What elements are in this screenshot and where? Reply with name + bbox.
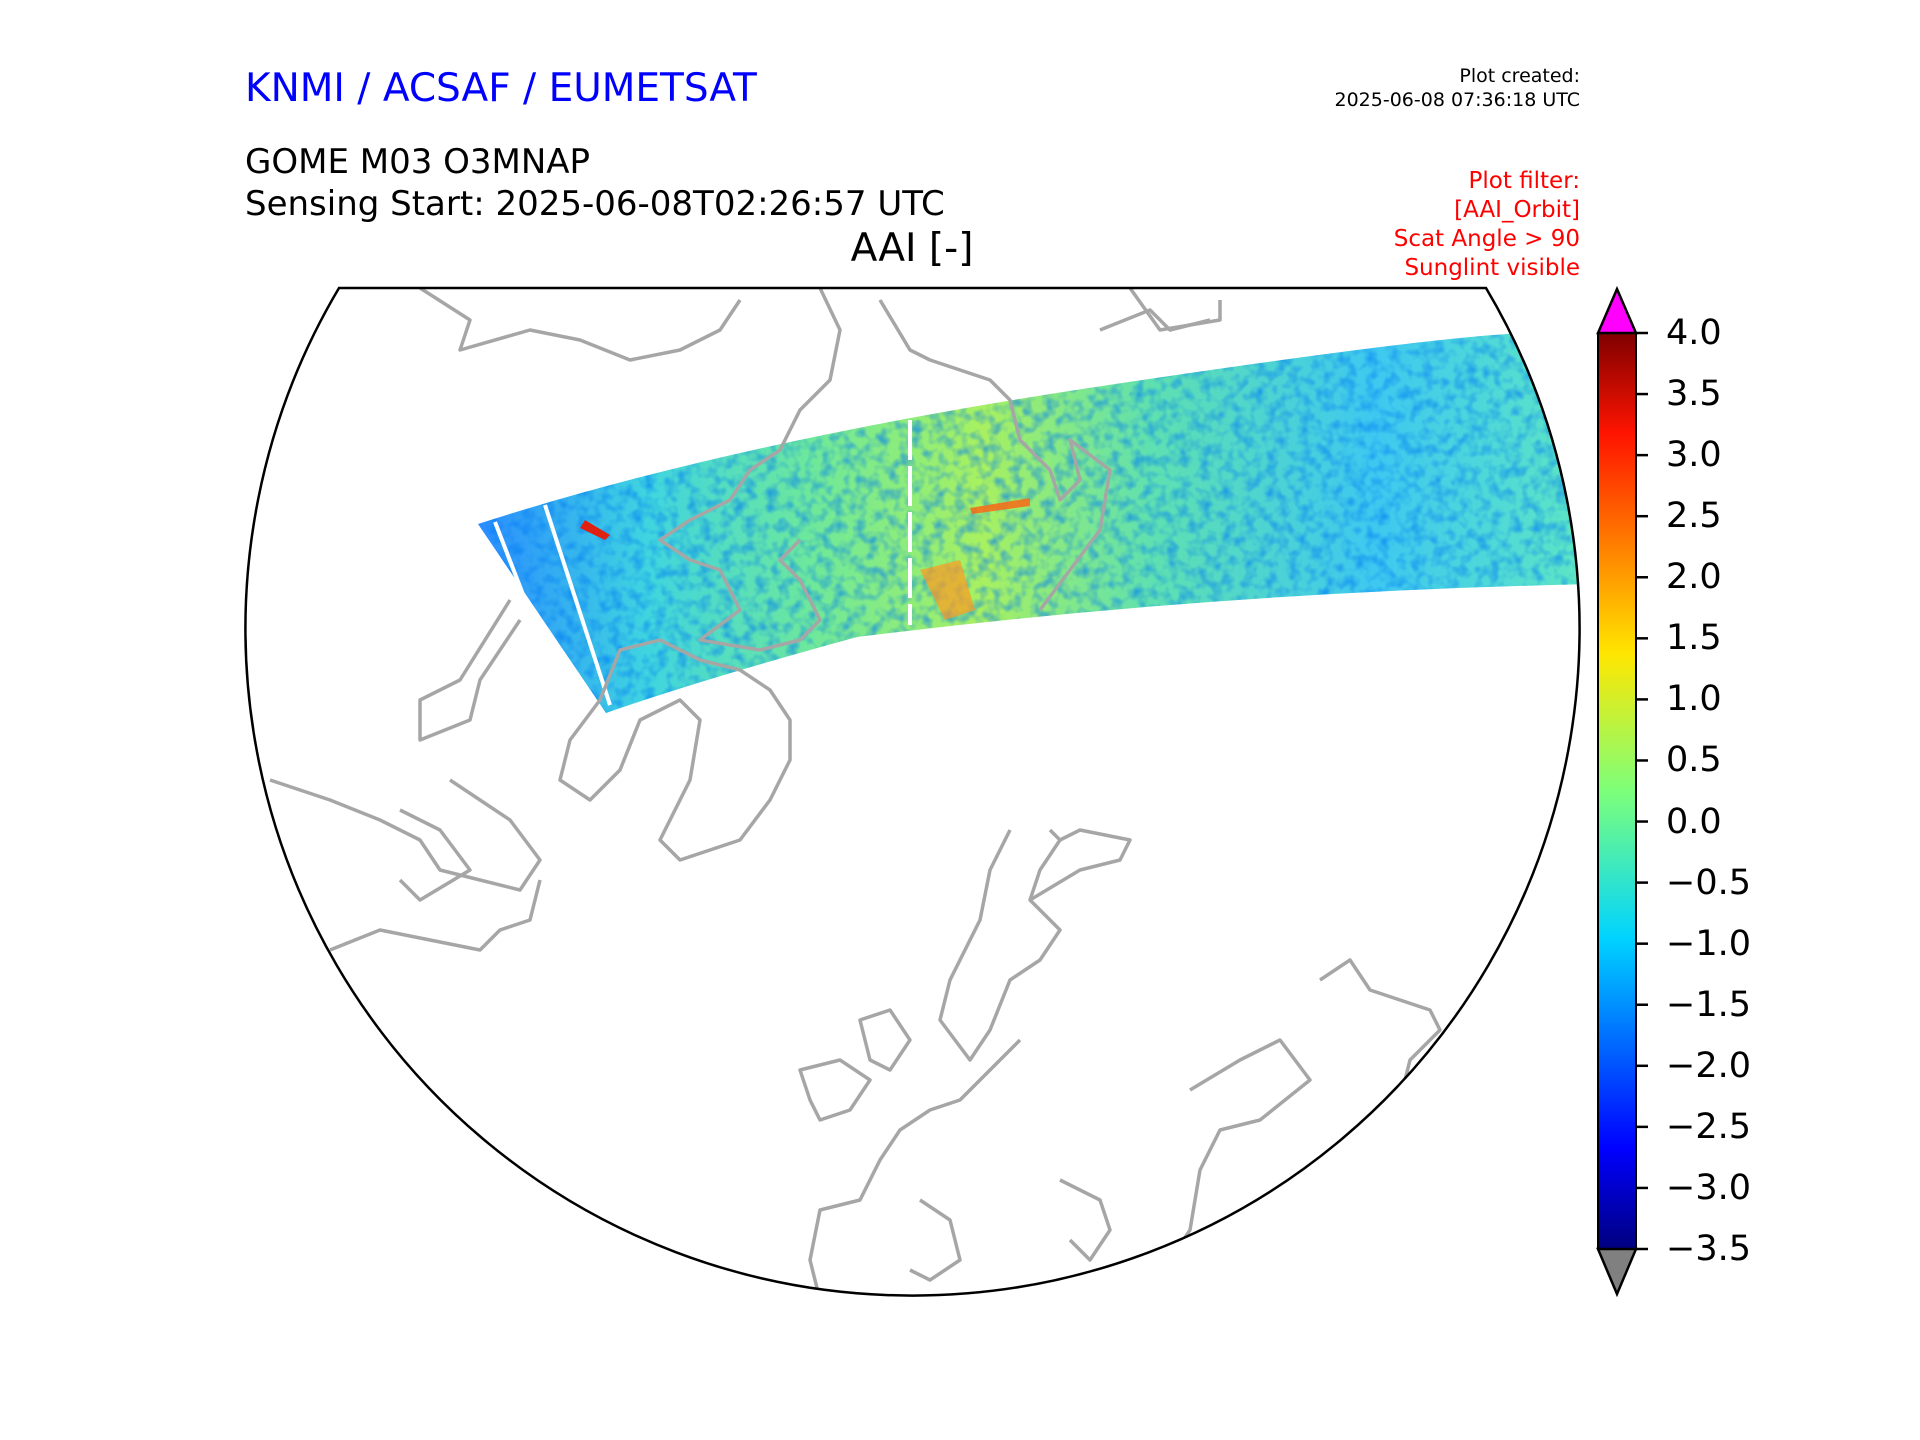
map-area <box>269 288 1580 1296</box>
filter-line: Scat Angle > 90 <box>1393 226 1580 252</box>
coastlines <box>269 288 1442 1296</box>
colorbar-tick-label: 1.0 <box>1666 679 1722 720</box>
plot-created-label: Plot created: <box>1459 65 1580 87</box>
aai-high-patch <box>580 520 610 540</box>
product-label: GOME M03 O3MNAP <box>245 142 591 182</box>
colorbar-tick-label: −2.5 <box>1666 1106 1751 1147</box>
sensing-start-label: Sensing Start: 2025-06-08T02:26:57 UTC <box>245 184 945 224</box>
plot-title: AAI [-] <box>850 226 974 271</box>
colorbar-tick-label: −0.5 <box>1666 862 1751 903</box>
colorbar-tick-label: 0.0 <box>1666 801 1722 842</box>
colorbar-tick-label: 1.5 <box>1666 618 1722 659</box>
aai-swath-texture <box>478 332 1580 713</box>
plot-created-time: 2025-06-08 07:36:18 UTC <box>1334 89 1581 111</box>
colorbar-tick-label: −2.0 <box>1666 1045 1751 1086</box>
colorbar-under-triangle <box>1596 1247 1638 1298</box>
map-boundary <box>244 286 1581 1297</box>
aai-high-patch <box>920 560 975 620</box>
filter-line: Sunglint visible <box>1404 255 1580 281</box>
colorbar-tick-label: 4.0 <box>1666 313 1722 353</box>
swath-gap <box>493 521 562 691</box>
colorbar-tick-label: 0.5 <box>1666 740 1722 781</box>
filter-line: Plot filter: <box>1468 168 1580 194</box>
colorbar-tick-label: 3.5 <box>1666 374 1722 415</box>
colorbar-tick-label: −1.0 <box>1666 923 1751 964</box>
plot-filter: Plot filter: [AAI_Orbit] Scat Angle > 90… <box>1394 167 1580 283</box>
colorbar <box>1596 285 1648 1298</box>
filter-line: [AAI_Orbit] <box>1454 197 1580 223</box>
colorbar-tick-label: 2.5 <box>1666 496 1722 537</box>
plot-created: Plot created: 2025-06-08 07:36:18 UTC <box>1335 64 1581 112</box>
colorbar-tick-label: −1.5 <box>1666 984 1751 1025</box>
colorbar-tick-label: −3.5 <box>1666 1229 1751 1269</box>
colorbar-over-triangle <box>1596 285 1638 335</box>
colorbar-tick-label: 3.0 <box>1666 435 1722 476</box>
aai-high-patch <box>970 498 1030 514</box>
colorbar-gradient <box>1597 332 1637 1250</box>
swath-gap <box>543 504 612 706</box>
organization-label: KNMI / ACSAF / EUMETSAT <box>245 66 757 111</box>
colorbar-tick-label: 2.0 <box>1666 557 1722 598</box>
colorbar-tick-label: −3.0 <box>1666 1167 1751 1208</box>
